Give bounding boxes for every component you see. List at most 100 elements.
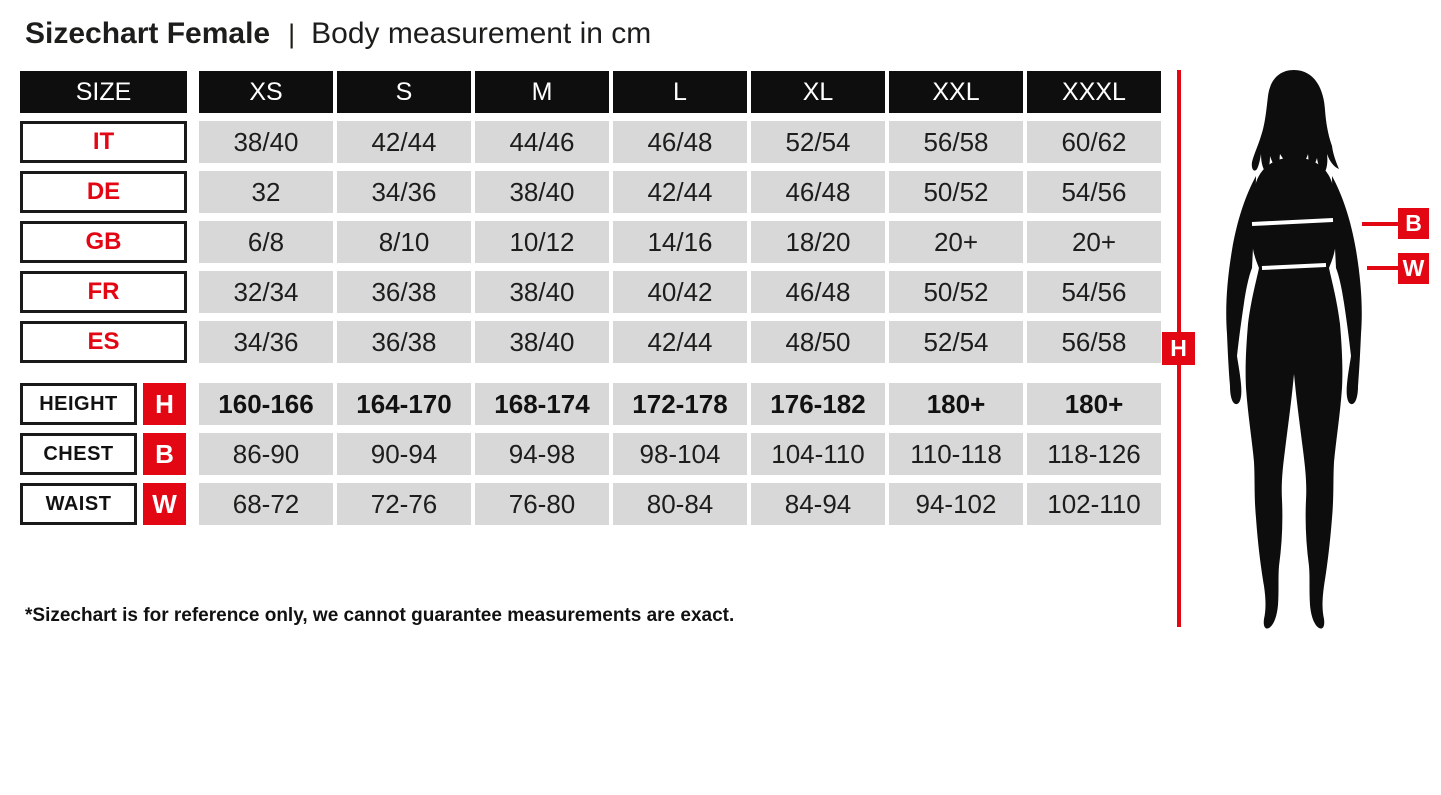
- table-cell: 38/40: [475, 171, 609, 213]
- size-table: SIZE XS S M L XL XXL XXXL IT 38/40 42/44…: [20, 71, 1161, 525]
- table-cell: 10/12: [475, 221, 609, 263]
- table-cell: 18/20: [751, 221, 885, 263]
- column-header-xxxl: XXXL: [1027, 71, 1161, 113]
- table-cell: 52/54: [889, 321, 1023, 363]
- table-cell: 44/46: [475, 121, 609, 163]
- table-cell: 42/44: [337, 121, 471, 163]
- table-cell: 72-76: [337, 483, 471, 525]
- chest-marker-letter: B: [1405, 210, 1422, 236]
- waist-marker-letter: W: [1403, 255, 1425, 281]
- height-letter-badge: H: [143, 383, 186, 425]
- height-marker-box: [1162, 332, 1195, 365]
- table-cell: 48/50: [751, 321, 885, 363]
- table-cell: 172-178: [613, 383, 747, 425]
- waist-measure-line: [1261, 263, 1327, 270]
- spacer: [191, 171, 195, 213]
- table-cell: 160-166: [199, 383, 333, 425]
- table-cell: 38/40: [475, 321, 609, 363]
- table-cell: 46/48: [751, 271, 885, 313]
- table-cell: 84-94: [751, 483, 885, 525]
- table-cell: 68-72: [199, 483, 333, 525]
- table-cell: 34/36: [337, 171, 471, 213]
- spacer: [191, 271, 195, 313]
- table-cell: 34/36: [199, 321, 333, 363]
- spacer: [191, 71, 195, 113]
- table-cell: 6/8: [199, 221, 333, 263]
- table-cell: 94-102: [889, 483, 1023, 525]
- page-title: Sizechart Female | Body measurement in c…: [25, 17, 651, 51]
- section-divider-gap: [20, 371, 1161, 375]
- row-label-fr: FR: [20, 271, 187, 313]
- row-label-es: ES: [20, 321, 187, 363]
- spacer: [191, 433, 195, 475]
- column-header-l: L: [613, 71, 747, 113]
- table-cell: 46/48: [751, 171, 885, 213]
- column-header-s: S: [337, 71, 471, 113]
- silhouette-right-arm: [1332, 176, 1362, 405]
- table-cell: 40/42: [613, 271, 747, 313]
- table-cell: 52/54: [751, 121, 885, 163]
- table-cell: 20+: [889, 221, 1023, 263]
- table-cell: 50/52: [889, 171, 1023, 213]
- body-figure: B W H: [1162, 70, 1429, 629]
- table-cell: 110-118: [889, 433, 1023, 475]
- table-cell: 42/44: [613, 171, 747, 213]
- table-cell: 50/52: [889, 271, 1023, 313]
- table-cell: 36/38: [337, 321, 471, 363]
- title-main: Sizechart Female: [25, 17, 271, 50]
- column-header-xs: XS: [199, 71, 333, 113]
- table-cell: 8/10: [337, 221, 471, 263]
- waist-letter-badge: W: [143, 483, 186, 525]
- table-cell: 168-174: [475, 383, 609, 425]
- table-cell: 76-80: [475, 483, 609, 525]
- table-cell: 180+: [889, 383, 1023, 425]
- table-cell: 20+: [1027, 221, 1161, 263]
- table-cell: 102-110: [1027, 483, 1161, 525]
- table-cell: 104-110: [751, 433, 885, 475]
- table-cell: 56/58: [889, 121, 1023, 163]
- spacer: [191, 383, 195, 425]
- height-marker-letter: H: [1170, 335, 1187, 361]
- chest-marker-box: [1398, 208, 1429, 239]
- row-label-waist: WAIST W: [20, 483, 187, 525]
- chest-measure-line: [1251, 218, 1334, 226]
- table-cell: 46/48: [613, 121, 747, 163]
- table-cell: 32/34: [199, 271, 333, 313]
- table-cell: 38/40: [475, 271, 609, 313]
- height-label-box: HEIGHT: [20, 383, 137, 425]
- table-cell: 90-94: [337, 433, 471, 475]
- spacer: [191, 483, 195, 525]
- table-cell: 176-182: [751, 383, 885, 425]
- table-cell: 164-170: [337, 383, 471, 425]
- table-cell: 94-98: [475, 433, 609, 475]
- waist-marker-box: [1398, 253, 1429, 284]
- footnote: *Sizechart is for reference only, we can…: [25, 605, 735, 626]
- table-cell: 54/56: [1027, 171, 1161, 213]
- female-silhouette: [1226, 70, 1362, 629]
- row-label-it: IT: [20, 121, 187, 163]
- spacer: [191, 121, 195, 163]
- table-cell: 60/62: [1027, 121, 1161, 163]
- table-cell: 80-84: [613, 483, 747, 525]
- table-cell: 36/38: [337, 271, 471, 313]
- chest-letter-badge: B: [143, 433, 186, 475]
- table-cell: 14/16: [613, 221, 747, 263]
- table-cell: 32: [199, 171, 333, 213]
- spacer: [191, 221, 195, 263]
- silhouette-hair: [1251, 70, 1339, 174]
- table-cell: 54/56: [1027, 271, 1161, 313]
- column-header-m: M: [475, 71, 609, 113]
- silhouette-body: [1245, 157, 1343, 629]
- spacer: [191, 321, 195, 363]
- table-cell: 118-126: [1027, 433, 1161, 475]
- table-cell: 38/40: [199, 121, 333, 163]
- title-separator: |: [288, 19, 296, 49]
- row-label-chest: CHEST B: [20, 433, 187, 475]
- table-cell: 86-90: [199, 433, 333, 475]
- silhouette-left-arm: [1226, 176, 1256, 405]
- title-subtitle: Body measurement in cm: [311, 17, 652, 50]
- waist-label-box: WAIST: [20, 483, 137, 525]
- table-cell: 56/58: [1027, 321, 1161, 363]
- table-cell: 42/44: [613, 321, 747, 363]
